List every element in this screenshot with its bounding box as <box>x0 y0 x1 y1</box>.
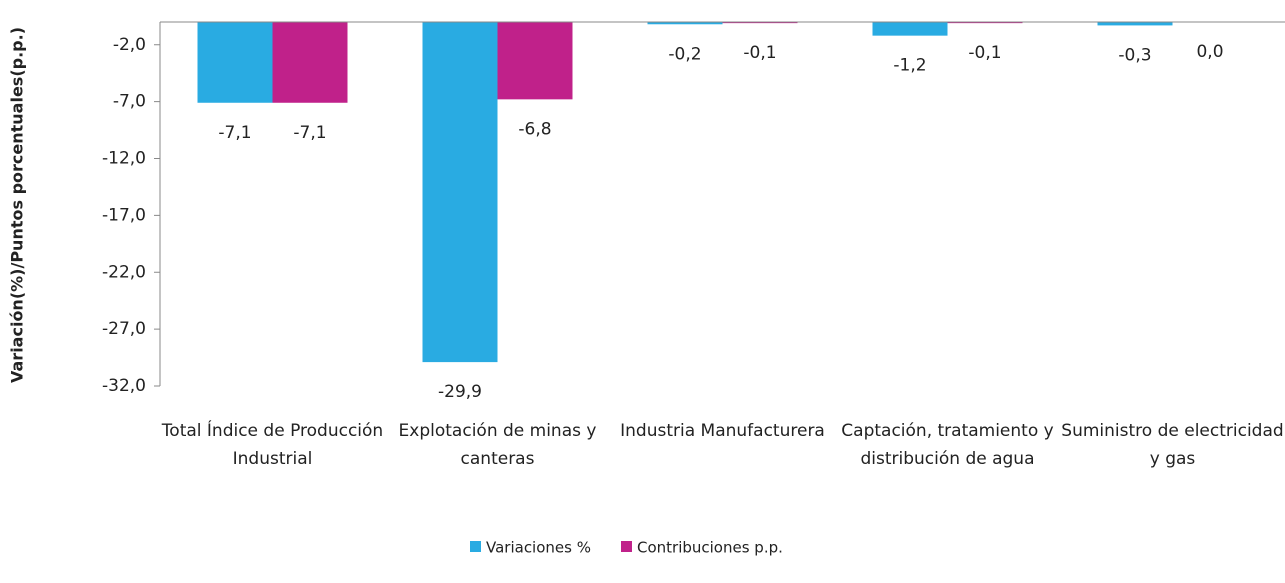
bar <box>722 22 798 24</box>
legend-swatch <box>470 541 481 552</box>
data-label: 0,0 <box>1196 42 1223 62</box>
data-label: -1,2 <box>893 56 926 76</box>
y-axis-title: Variación(%)/Puntos porcentuales(p.p.) <box>8 27 27 383</box>
x-tick-label: Total Índice de Producción Industrial <box>161 421 384 469</box>
bar <box>872 22 948 36</box>
bar <box>497 22 573 100</box>
x-tick-label: Explotación de minas y canteras <box>398 421 597 469</box>
x-tick-label: Industria Manufacturera <box>620 421 825 441</box>
data-label: -7,1 <box>218 123 251 143</box>
bar <box>947 22 1023 24</box>
y-tick-label: -2,0 <box>113 35 146 55</box>
data-label: -0,1 <box>968 43 1001 63</box>
data-label: -29,9 <box>438 382 482 402</box>
y-tick-label: -17,0 <box>102 205 146 225</box>
data-label: -0,2 <box>668 44 701 64</box>
y-tick-label: -7,0 <box>113 92 146 112</box>
legend-label: Contribuciones p.p. <box>637 539 783 557</box>
bar <box>197 22 273 103</box>
data-label: -0,1 <box>743 43 776 63</box>
x-tick-label: Captación, tratamiento y distribución de… <box>841 421 1054 469</box>
y-tick-label: -12,0 <box>102 149 146 169</box>
bar <box>647 22 723 25</box>
bar <box>1097 22 1173 26</box>
x-tick-label: Suministro de electricidad y gas <box>1061 421 1284 469</box>
legend-label: Variaciones % <box>486 539 591 557</box>
data-label: -6,8 <box>518 119 551 139</box>
data-label: -7,1 <box>293 123 326 143</box>
y-tick-label: -22,0 <box>102 262 146 282</box>
data-label: -0,3 <box>1118 45 1151 65</box>
y-tick-label: -32,0 <box>102 376 146 396</box>
y-tick-label: -27,0 <box>102 319 146 339</box>
legend-swatch <box>620 541 632 552</box>
bar <box>422 22 498 363</box>
bar <box>272 22 348 103</box>
